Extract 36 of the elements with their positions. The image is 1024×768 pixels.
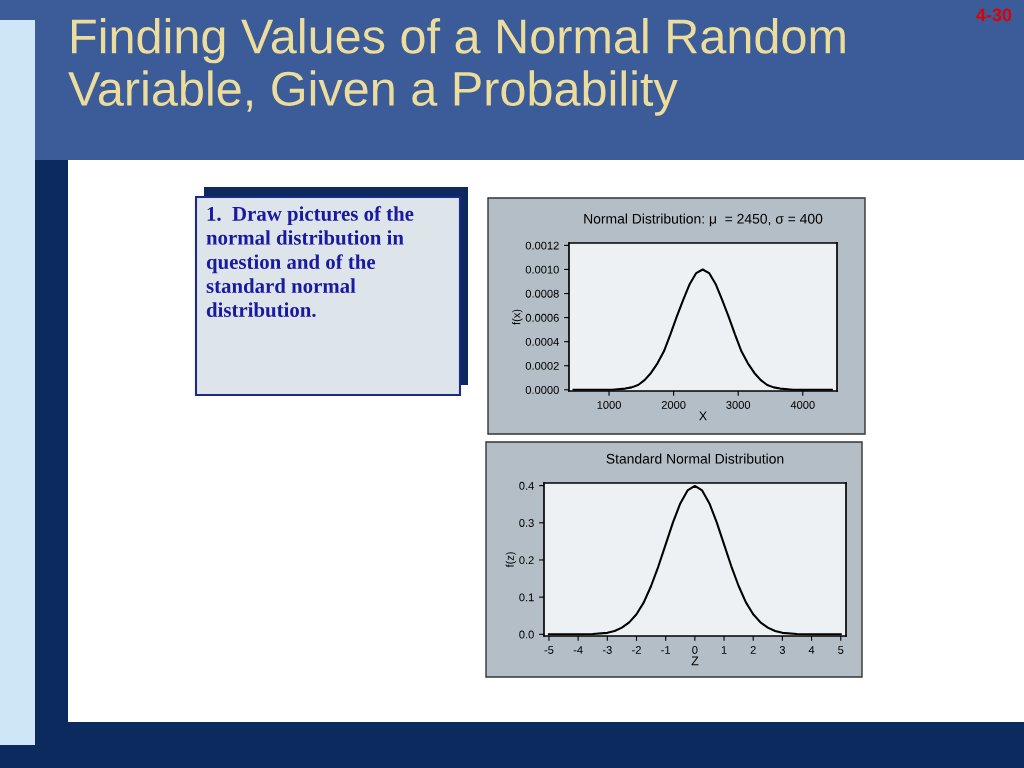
y-tick-label: 0.2 — [519, 556, 534, 565]
x-tick-label: 5 — [838, 646, 844, 654]
x-tick-label: 1 — [721, 646, 727, 654]
y-tick-label: 0.1 — [519, 593, 534, 602]
x-tick-label: 2000 — [661, 401, 686, 409]
y-tick-label: 0.0012 — [525, 241, 559, 250]
x-tick-label: 3000 — [726, 401, 751, 409]
y-axis-title: f(x) — [512, 309, 523, 325]
x-tick-label: 4000 — [790, 401, 815, 409]
y-tick-label: 0.0006 — [525, 313, 559, 322]
y-tick-label: 0.0004 — [525, 337, 559, 346]
y-tick-label: 0.0 — [519, 630, 534, 639]
chart-title: Normal Distribution: μ = 2450, σ = 400 — [584, 213, 823, 227]
y-tick-label: 0.0008 — [525, 289, 559, 298]
x-tick-label: 4 — [808, 646, 815, 654]
y-tick-label: 0.3 — [519, 519, 534, 527]
chart-title: Standard Normal Distribution — [606, 453, 784, 464]
x-tick-label: 2 — [750, 646, 756, 654]
text: 4-30 — [976, 8, 1012, 22]
x-axis-title: X — [699, 411, 707, 421]
x-tick-label: 0 — [692, 646, 698, 654]
x-tick-label: -5 — [544, 646, 554, 654]
y-tick-label: 0.0000 — [525, 386, 559, 394]
x-tick-label: -1 — [661, 646, 671, 654]
x-tick-label: -4 — [573, 646, 583, 654]
x-tick-label: 3 — [779, 646, 785, 654]
x-tick-label: -2 — [632, 646, 641, 654]
text: 1. Draw pictures of the normal distribution in question and of the standard normal distribution. — [206, 206, 414, 318]
x-tick-label: 1000 — [597, 401, 621, 409]
y-tick-label: 0.0002 — [525, 362, 559, 370]
y-tick-label: 0.4 — [519, 481, 534, 490]
text: Finding Values of a Normal Random Variable, Given a Probability — [68, 18, 845, 116]
y-tick-label: 0.0010 — [525, 265, 559, 274]
x-tick-label: -3 — [602, 646, 612, 654]
x-axis-title: Z — [691, 656, 699, 666]
y-axis-title: f(z) — [505, 552, 517, 568]
